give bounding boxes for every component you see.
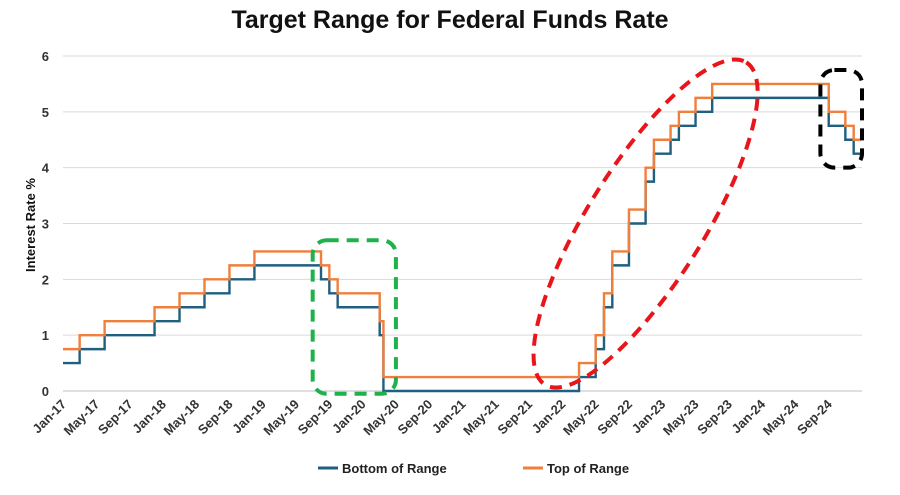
x-tick-label-sep-17: Sep-17: [95, 397, 136, 438]
x-tick-label-may-20: May-20: [360, 397, 402, 439]
series-line-top-of-range: [63, 82, 861, 379]
x-tick-label-may-18: May-18: [161, 397, 203, 439]
x-tick-label-sep-21: Sep-21: [494, 397, 535, 438]
x-tick-label-may-22: May-22: [560, 397, 602, 439]
legend: Bottom of Range Top of Range: [318, 461, 629, 476]
annotation-box-green: [310, 238, 398, 396]
chart-title: Target Range for Federal Funds Rate: [231, 6, 669, 34]
y-tick-label-5: 5: [42, 105, 49, 120]
y-tick-label-3: 3: [42, 217, 49, 232]
x-tick-label-may-19: May-19: [260, 397, 302, 439]
x-tick-label-may-21: May-21: [460, 397, 502, 439]
x-tick-label-sep-22: Sep-22: [594, 397, 635, 438]
legend-label-bottom-of-range: Bottom of Range: [342, 461, 447, 476]
y-tick-label-2: 2: [42, 272, 49, 287]
gridlines: [63, 55, 862, 336]
x-tick-label-may-24: May-24: [760, 396, 802, 438]
y-tick-label-4: 4: [42, 161, 50, 176]
y-axis-ticks: 0 1 2 3 4 5 6: [42, 49, 50, 399]
x-axis-ticks: Jan-17May-17Sep-17Jan-18May-18Sep-18Jan-…: [29, 396, 835, 438]
y-tick-label-0: 0: [42, 384, 49, 399]
x-tick-label-sep-20: Sep-20: [395, 397, 436, 438]
x-tick-label-sep-23: Sep-23: [694, 397, 735, 438]
y-tick-label-1: 1: [42, 328, 49, 343]
series-line-bottom-of-range: [63, 96, 861, 393]
x-tick-label-sep-19: Sep-19: [295, 397, 336, 438]
y-tick-label-6: 6: [42, 49, 49, 64]
series-lines: [63, 82, 861, 393]
x-tick-label-may-17: May-17: [61, 397, 103, 439]
annotation-box-black: [818, 67, 865, 170]
y-axis-label: Interest Rate %: [23, 178, 38, 272]
x-tick-label-may-23: May-23: [660, 397, 702, 439]
legend-label-top-of-range: Top of Range: [547, 461, 629, 476]
x-tick-label-sep-24: Sep-24: [794, 396, 835, 437]
x-tick-label-sep-18: Sep-18: [195, 397, 236, 438]
